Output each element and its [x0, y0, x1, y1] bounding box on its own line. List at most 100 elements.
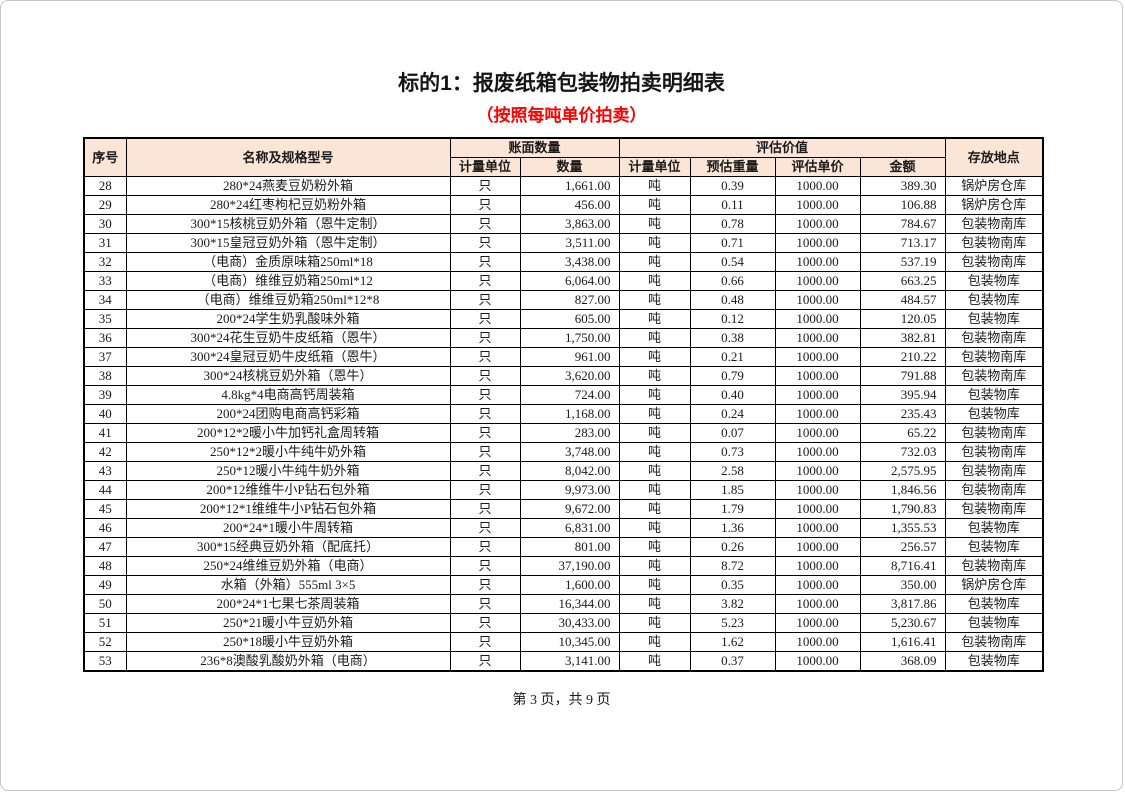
- cell-assessed-unit-price: 1000.00: [774, 214, 861, 234]
- cell-assessed-unit-price: 1000.00: [774, 556, 861, 576]
- cell-book-unit: 只: [449, 347, 521, 367]
- table-row: 47 300*15经典豆奶外箱（配底托）只 801.00 吨 0.26 1000.00 25…: [83, 537, 1044, 557]
- table-row: 40 200*24团购电商高钙彩箱只 1,168.00 吨 0.24 1000.00 235…: [83, 404, 1044, 424]
- cell-name-spec: （电商）维维豆奶箱250ml*12: [125, 271, 451, 291]
- cell-book-unit: 只: [449, 499, 521, 519]
- cell-amount: 663.25: [859, 271, 946, 291]
- cell-name-spec: 300*24皇冠豆奶牛皮纸箱（恩牛）: [125, 347, 451, 367]
- cell-assess-unit: 吨: [618, 366, 691, 386]
- cell-amount: 791.88: [859, 366, 946, 386]
- cell-book-unit: 只: [449, 385, 521, 405]
- cell-book-qty: 961.00: [519, 347, 620, 367]
- cell-assessed-unit-price: 1000.00: [774, 461, 861, 481]
- header-storage-location: 存放地点: [944, 137, 1044, 177]
- table-row: 36 300*24花生豆奶牛皮纸箱（恩牛）只 1,750.00 吨 0.38 1000.0…: [83, 328, 1044, 348]
- cell-storage-location: 锅炉房仓库: [944, 195, 1044, 215]
- cell-amount: 732.03: [859, 442, 946, 462]
- table-row: 29 280*24红枣枸杞豆奶粉外箱只 456.00 吨 0.11 1000.00 106.…: [83, 195, 1044, 215]
- cell-assess-unit: 吨: [618, 537, 691, 557]
- cell-storage-location: 锅炉房仓库: [944, 575, 1044, 595]
- header-assessed-value-group: 评估价值: [618, 137, 946, 158]
- table-row: 43 250*12暖小牛纯牛奶外箱只 8,042.00 吨 2.58 1000.00 2,5…: [83, 461, 1044, 481]
- cell-book-unit: 只: [449, 290, 521, 310]
- table-row: 28 280*24燕麦豆奶粉外箱只 1,661.00 吨 0.39 1000.00 389.…: [83, 176, 1044, 196]
- cell-estimated-weight: 0.35: [689, 575, 776, 595]
- cell-amount: 8,716.41: [859, 556, 946, 576]
- cell-book-unit: 只: [449, 594, 521, 614]
- table-row: 32 （电商）金质原味箱250ml*18 只 3,438.00 吨 0.54 1000.00…: [83, 252, 1044, 272]
- page-subtitle: （按照每吨单价拍卖）: [476, 106, 647, 125]
- cell-book-qty: 724.00: [519, 385, 620, 405]
- cell-no: 41: [83, 423, 127, 443]
- cell-storage-location: 包装物南库: [944, 214, 1044, 234]
- cell-book-qty: 6,064.00: [519, 271, 620, 291]
- cell-book-unit: 只: [449, 537, 521, 557]
- cell-name-spec: 4.8kg*4电商高钙周装箱: [125, 385, 451, 405]
- cell-amount: 382.81: [859, 328, 946, 348]
- cell-no: 36: [83, 328, 127, 348]
- header-row-groups: 序号 名称及规格型号 账面数量 评估价值 存放地点: [83, 137, 1044, 177]
- cell-storage-location: 包装物库: [944, 518, 1044, 538]
- cell-book-unit: 只: [449, 423, 521, 443]
- cell-storage-location: 包装物南库: [944, 632, 1044, 652]
- cell-name-spec: 300*15核桃豆奶外箱（恩牛定制）: [125, 214, 451, 234]
- cell-book-qty: 9,973.00: [519, 480, 620, 500]
- cell-book-qty: 3,511.00: [519, 233, 620, 253]
- cell-amount: 256.57: [859, 537, 946, 557]
- cell-book-qty: 9,672.00: [519, 499, 620, 519]
- cell-book-unit: 只: [449, 632, 521, 652]
- cell-estimated-weight: 0.24: [689, 404, 776, 424]
- cell-storage-location: 包装物库: [944, 309, 1044, 329]
- header-name-spec: 名称及规格型号: [125, 137, 451, 177]
- cell-book-qty: 3,748.00: [519, 442, 620, 462]
- cell-name-spec: 250*21暖小牛豆奶外箱: [125, 613, 451, 633]
- cell-estimated-weight: 0.12: [689, 309, 776, 329]
- cell-book-unit: 只: [449, 214, 521, 234]
- header-amount: 金额: [859, 157, 946, 177]
- cell-estimated-weight: 0.11: [689, 195, 776, 215]
- cell-estimated-weight: 1.36: [689, 518, 776, 538]
- cell-book-qty: 801.00: [519, 537, 620, 557]
- cell-assessed-unit-price: 1000.00: [774, 499, 861, 519]
- cell-no: 47: [83, 537, 127, 557]
- cell-book-qty: 3,863.00: [519, 214, 620, 234]
- cell-book-qty: 827.00: [519, 290, 620, 310]
- cell-book-unit: 只: [449, 575, 521, 595]
- cell-assessed-unit-price: 1000.00: [774, 575, 861, 595]
- cell-estimated-weight: 2.58: [689, 461, 776, 481]
- cell-no: 40: [83, 404, 127, 424]
- cell-estimated-weight: 0.21: [689, 347, 776, 367]
- cell-assess-unit: 吨: [618, 233, 691, 253]
- cell-no: 43: [83, 461, 127, 481]
- cell-amount: 368.09: [859, 651, 946, 672]
- cell-name-spec: 200*12维维牛小P钻石包外箱: [125, 480, 451, 500]
- cell-storage-location: 包装物南库: [944, 328, 1044, 348]
- cell-amount: 784.67: [859, 214, 946, 234]
- cell-no: 45: [83, 499, 127, 519]
- cell-assess-unit: 吨: [618, 575, 691, 595]
- cell-no: 37: [83, 347, 127, 367]
- table-row: 35 200*24学生奶乳酸味外箱只 605.00 吨 0.12 1000.00 120.0…: [83, 309, 1044, 329]
- cell-name-spec: 200*12*1维维牛小P钻石包外箱: [125, 499, 451, 519]
- cell-book-unit: 只: [449, 613, 521, 633]
- header-assess-unit: 计量单位: [618, 157, 691, 177]
- cell-book-unit: 只: [449, 176, 521, 196]
- cell-name-spec: 200*24*1七果七茶周装箱: [125, 594, 451, 614]
- cell-storage-location: 包装物库: [944, 594, 1044, 614]
- header-book-unit: 计量单位: [449, 157, 521, 177]
- table-row: 51 250*21暖小牛豆奶外箱只 30,433.00 吨 5.23 1000.00 5,2…: [83, 613, 1044, 633]
- table-body: 28 280*24燕麦豆奶粉外箱只 1,661.00 吨 0.39 1000.00 389.…: [83, 176, 1044, 672]
- cell-assessed-unit-price: 1000.00: [774, 594, 861, 614]
- table-row: 44 200*12维维牛小P钻石包外箱只 9,973.00 吨 1.85 1000.00 1…: [83, 480, 1044, 500]
- cell-assess-unit: 吨: [618, 404, 691, 424]
- table-row: 38 300*24核桃豆奶外箱（恩牛）只 3,620.00 吨 0.79 1000.00 7…: [83, 366, 1044, 386]
- table-row: 52 250*18暖小牛豆奶外箱只 10,345.00 吨 1.62 1000.00 1,6…: [83, 632, 1044, 652]
- cell-amount: 120.05: [859, 309, 946, 329]
- cell-assess-unit: 吨: [618, 518, 691, 538]
- cell-no: 34: [83, 290, 127, 310]
- table-row: 48 250*24维维豆奶外箱（电商）只 37,190.00 吨 8.72 1000.00…: [83, 556, 1044, 576]
- cell-assess-unit: 吨: [618, 613, 691, 633]
- cell-assessed-unit-price: 1000.00: [774, 347, 861, 367]
- cell-assess-unit: 吨: [618, 556, 691, 576]
- cell-estimated-weight: 0.07: [689, 423, 776, 443]
